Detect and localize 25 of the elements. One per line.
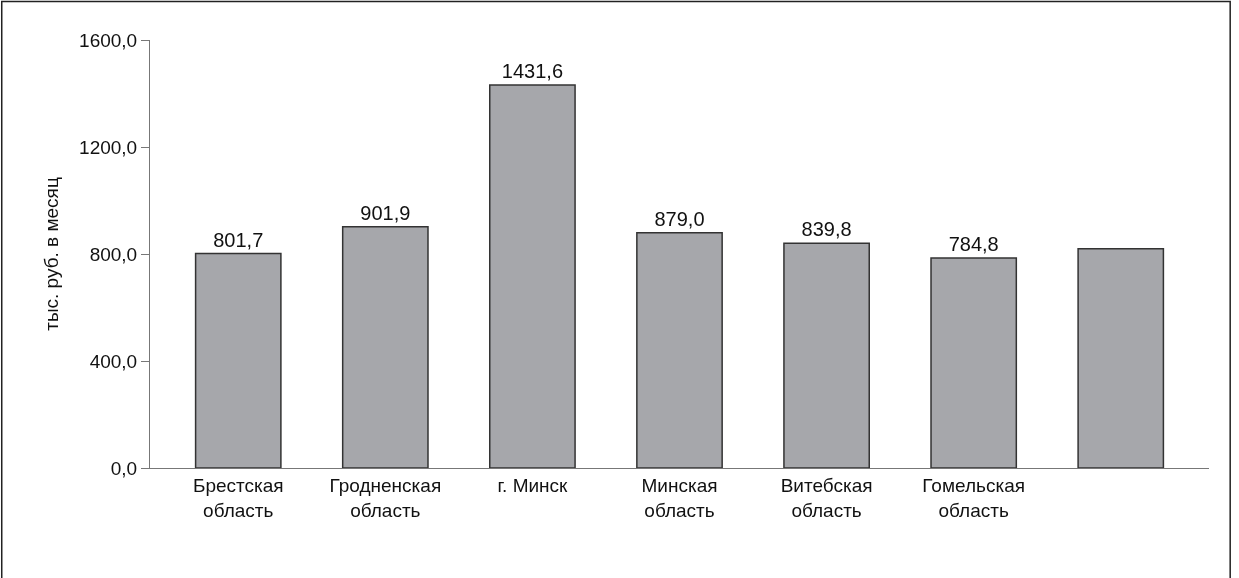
- y-tick-label: 1200,0: [79, 136, 138, 158]
- bar: [194, 252, 282, 468]
- x-tick-label: Гродненская область: [329, 474, 442, 521]
- x-tick-label: Минская область: [641, 474, 718, 521]
- data-label: 901,9: [360, 201, 411, 224]
- data-label: 1431,6: [501, 60, 563, 83]
- y-tick-label: 400,0: [89, 350, 138, 372]
- x-tick-label: Брестская область: [192, 474, 284, 521]
- data-label: 839,8: [801, 218, 852, 241]
- data-label: 784,8: [948, 233, 999, 256]
- data-label: 879,0: [654, 207, 705, 230]
- data-label: 801,7: [213, 228, 264, 251]
- bar: [341, 225, 429, 468]
- x-tick-label: г. Минск: [497, 474, 569, 496]
- y-tick-label: 0,0: [110, 457, 138, 479]
- bar: [930, 257, 1018, 468]
- bar: [489, 84, 576, 468]
- bar: [783, 242, 870, 468]
- y-tick-label: 800,0: [89, 243, 138, 265]
- x-tick-label: Гомельская область: [922, 474, 1025, 521]
- bar: [1077, 247, 1165, 468]
- y-axis-title: тыс. руб. в месяц: [40, 177, 62, 331]
- y-tick-label: 1600,0: [79, 29, 138, 51]
- x-tick-label: Витебская область: [780, 474, 873, 521]
- bar: [636, 232, 723, 468]
